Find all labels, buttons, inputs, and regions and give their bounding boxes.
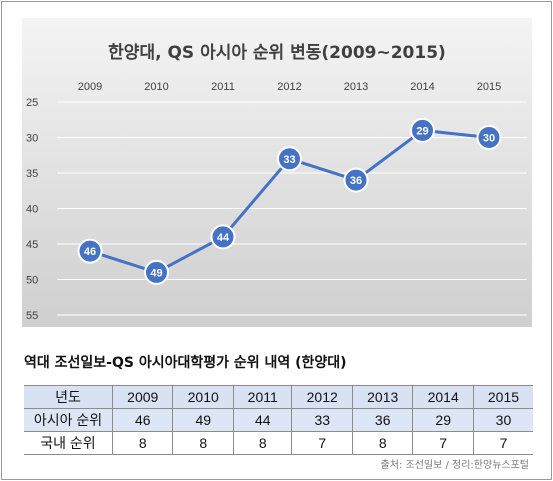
data-point-marker [210, 224, 236, 250]
table-row-asia-rank: 아시아 순위 46 49 44 33 36 29 30 [24, 408, 533, 432]
data-point-marker [410, 117, 435, 143]
table-cell: 46 [111, 408, 173, 432]
x-tick-label: 2010 [144, 81, 168, 93]
table-cell: 29 [412, 408, 474, 432]
y-tick-label: 30 [26, 133, 38, 145]
table-cell: 7 [412, 431, 474, 455]
table-row-domestic-rank: 국내 순위 8 8 8 7 8 7 7 [24, 431, 533, 455]
table-title: 역대 조선일보-QS 아시아대학평가 순위 내역 (한양대) [24, 355, 347, 371]
table-cell: 8 [172, 431, 234, 455]
table-cell: 30 [472, 408, 533, 432]
data-point-marker [77, 238, 103, 264]
table-header-row: 년도 2009 2010 2011 2012 2013 2014 2015 [24, 385, 533, 409]
y-tick-label: 45 [26, 239, 38, 251]
header-cell-2010: 2010 [172, 385, 234, 409]
x-tick-label: 2009 [78, 81, 102, 93]
table-cell: 8 [351, 431, 413, 455]
x-tick-label: 2015 [477, 81, 501, 93]
x-tick-label: 2011 [211, 81, 235, 93]
gridlines [57, 101, 527, 316]
y-tick-label: 55 [26, 310, 38, 322]
table-cell: 33 [291, 408, 353, 432]
header-cell-2009: 2009 [111, 385, 173, 409]
data-point: 36 [343, 167, 369, 193]
table-cell: 8 [232, 431, 292, 455]
data-label: 29 [416, 125, 428, 137]
chart-title: 한양대, QS 아시아 순위 변동(2009~2015) [108, 43, 446, 63]
data-point-marker [277, 146, 302, 172]
x-tick-label: 2013 [344, 81, 368, 93]
header-cell-2011: 2011 [232, 385, 292, 409]
header-cell-2014: 2014 [412, 385, 474, 409]
header-cell-2013: 2013 [351, 385, 413, 409]
data-label: 49 [150, 267, 162, 279]
rank-table: 년도 2009 2010 2011 2012 2013 2014 2015 아시… [24, 385, 533, 455]
chart-area: 한양대, QS 아시아 순위 변동(2009~2015) 25 30 35 40 45 5… [22, 18, 532, 327]
y-axis-ticks: 25 30 35 40 45 50 55 [26, 97, 38, 322]
y-tick-label: 35 [26, 168, 38, 180]
data-point-marker [476, 125, 502, 150]
table-cell: 49 [172, 408, 234, 432]
row-label-asia: 아시아 순위 [24, 408, 113, 432]
header-cell-label: 년도 [24, 385, 113, 409]
y-tick-label: 40 [26, 204, 38, 216]
data-label: 36 [350, 175, 362, 187]
table-cell: 7 [291, 431, 353, 455]
header-cell-2012: 2012 [291, 385, 353, 409]
y-tick-label: 50 [26, 275, 38, 287]
y-tick-label: 25 [26, 97, 38, 109]
source-note: 출처: 조선일보 / 정리:한양뉴스포털 [380, 460, 529, 471]
data-label: 30 [483, 133, 495, 145]
data-point: 49 [144, 259, 169, 285]
table-cell: 36 [351, 408, 413, 432]
data-label: 46 [84, 246, 96, 258]
data-label: 33 [283, 154, 295, 166]
table-cell: 44 [232, 408, 292, 432]
data-point: 33 [277, 146, 302, 172]
x-tick-label: 2014 [410, 81, 434, 93]
table-cell: 8 [111, 431, 173, 455]
data-point: 30 [476, 125, 502, 150]
data-label: 44 [217, 232, 230, 244]
line-chart: 한양대, QS 아시아 순위 변동(2009~2015) 25 30 35 40 45 5… [22, 18, 532, 327]
data-point-marker [343, 167, 369, 193]
data-point: 46 [77, 238, 103, 264]
table-cell: 7 [472, 431, 533, 455]
x-tick-label: 2012 [277, 81, 301, 93]
row-label-domestic: 국내 순위 [24, 431, 113, 455]
x-axis-ticks: 2009 2010 2011 2012 2013 2014 2015 [78, 81, 501, 93]
data-point: 29 [410, 117, 435, 143]
markers-layer: 46 49 44 33 36 29 30 [77, 117, 502, 285]
data-point: 44 [210, 224, 236, 250]
data-point-marker [144, 259, 169, 285]
header-cell-2015: 2015 [472, 385, 533, 409]
